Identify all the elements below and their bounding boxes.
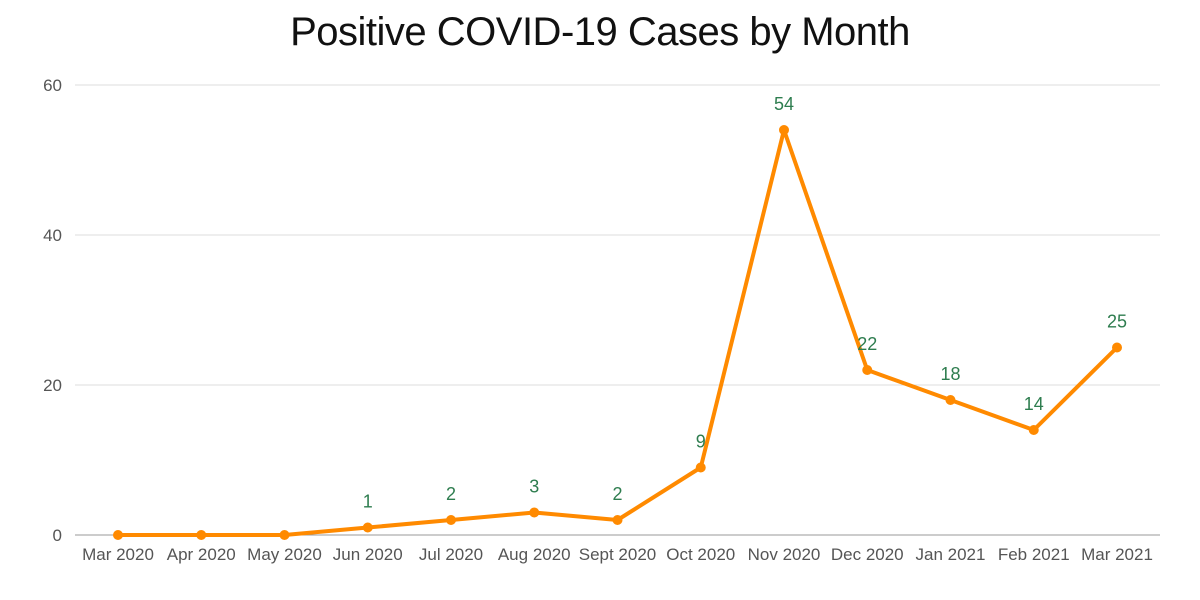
data-label: 18 <box>940 364 960 384</box>
x-tick-label: Aug 2020 <box>498 545 571 564</box>
x-tick-label: May 2020 <box>247 545 322 564</box>
data-label: 9 <box>696 432 706 452</box>
data-label: 1 <box>363 492 373 512</box>
data-label: 3 <box>529 477 539 497</box>
data-point <box>279 530 290 540</box>
data-point <box>113 530 123 540</box>
data-label: 14 <box>1024 394 1044 414</box>
x-tick-label: Dec 2020 <box>831 545 904 564</box>
data-label: 2 <box>612 484 622 504</box>
y-tick-label: 0 <box>53 526 62 545</box>
data-point <box>1028 425 1039 435</box>
data-point <box>529 507 540 518</box>
data-point <box>196 530 207 540</box>
data-point <box>779 125 789 135</box>
series-line <box>116 128 1119 537</box>
data-label: 2 <box>446 484 456 504</box>
chart-title: Positive COVID-19 Cases by Month <box>290 10 910 54</box>
x-tick-label: Feb 2021 <box>998 545 1070 564</box>
x-tick-label: Jul 2020 <box>419 545 483 564</box>
x-tick-label: Apr 2020 <box>167 545 236 564</box>
data-point <box>862 365 873 375</box>
data-point <box>446 515 456 525</box>
data-point <box>945 395 956 405</box>
data-label: 25 <box>1107 312 1127 332</box>
x-tick-label: Nov 2020 <box>748 545 821 564</box>
x-tick-label: Mar 2020 <box>82 545 154 564</box>
x-tick-label: Oct 2020 <box>666 545 735 564</box>
data-point <box>612 515 623 525</box>
x-tick-label: Mar 2021 <box>1081 545 1153 564</box>
data-point <box>695 462 706 473</box>
y-tick-label: 40 <box>43 226 62 245</box>
y-tick-label: 60 <box>43 76 62 95</box>
data-point <box>362 522 373 533</box>
data-label: 54 <box>774 94 794 114</box>
x-tick-label: Jan 2021 <box>916 545 986 564</box>
x-tick-label: Jun 2020 <box>333 545 403 564</box>
data-point <box>1112 342 1122 353</box>
x-tick-label: Sept 2020 <box>579 545 657 564</box>
data-label: 22 <box>857 334 877 354</box>
y-tick-label: 20 <box>43 376 62 395</box>
